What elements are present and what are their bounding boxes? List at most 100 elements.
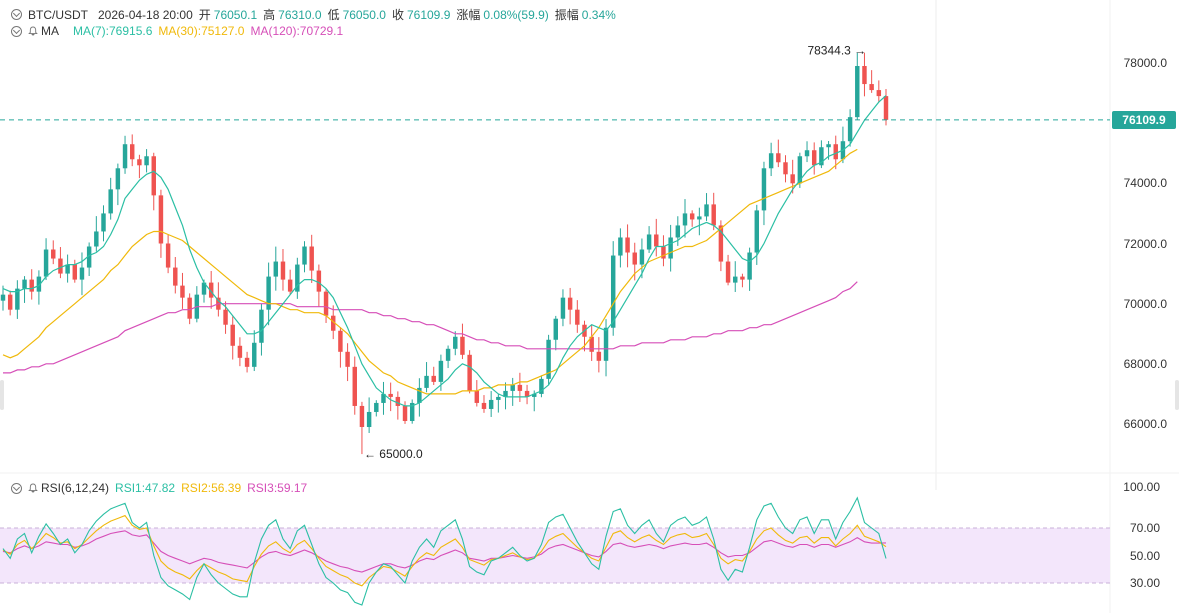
bell-icon[interactable]: [28, 26, 38, 36]
candle[interactable]: [510, 377, 515, 406]
collapse-icon[interactable]: [11, 9, 22, 20]
candle[interactable]: [524, 384, 530, 405]
candle[interactable]: [790, 159, 795, 194]
candle[interactable]: [783, 155, 788, 183]
candle[interactable]: [460, 323, 465, 360]
candle[interactable]: [869, 70, 874, 93]
candle[interactable]: [359, 401, 365, 455]
candle[interactable]: [546, 334, 551, 386]
candle[interactable]: [517, 372, 523, 402]
candle[interactable]: [309, 234, 314, 283]
candle[interactable]: [280, 249, 286, 291]
candle[interactable]: [29, 269, 34, 300]
candle[interactable]: [374, 400, 379, 417]
candle[interactable]: [589, 325, 594, 361]
candle[interactable]: [768, 142, 774, 177]
candle[interactable]: [424, 362, 429, 393]
candle[interactable]: [259, 303, 264, 356]
candle[interactable]: [488, 391, 494, 417]
candle[interactable]: [725, 254, 731, 286]
candle[interactable]: [862, 52, 867, 97]
candle[interactable]: [575, 300, 580, 333]
candle[interactable]: [704, 193, 709, 221]
candle[interactable]: [72, 259, 78, 283]
candle[interactable]: [194, 286, 200, 323]
candle[interactable]: [252, 330, 257, 372]
candle[interactable]: [733, 261, 738, 292]
candle[interactable]: [833, 135, 838, 170]
candle[interactable]: [230, 316, 235, 360]
candle[interactable]: [560, 289, 566, 327]
candle[interactable]: [395, 391, 401, 420]
candle[interactable]: [453, 331, 458, 356]
candle[interactable]: [316, 264, 322, 307]
candle[interactable]: [287, 269, 293, 295]
candle[interactable]: [503, 382, 508, 410]
candle[interactable]: [58, 247, 63, 279]
candle[interactable]: [345, 343, 350, 382]
candle[interactable]: [94, 216, 99, 252]
candle[interactable]: [273, 246, 279, 291]
candle[interactable]: [776, 139, 781, 168]
candle[interactable]: [402, 401, 408, 424]
candle[interactable]: [682, 199, 688, 238]
candle[interactable]: [388, 382, 393, 412]
candle[interactable]: [610, 241, 616, 336]
candle[interactable]: [122, 135, 128, 174]
candle[interactable]: [431, 366, 436, 385]
candle[interactable]: [36, 270, 42, 305]
candle[interactable]: [761, 161, 767, 226]
candle[interactable]: [668, 224, 673, 272]
candle[interactable]: [646, 226, 652, 253]
candle[interactable]: [417, 378, 422, 417]
candle[interactable]: [366, 397, 372, 433]
candle[interactable]: [180, 272, 185, 309]
right-scroll-handle[interactable]: [1175, 380, 1179, 410]
collapse-icon[interactable]: [11, 25, 22, 37]
candle[interactable]: [101, 205, 106, 242]
candle[interactable]: [409, 399, 415, 424]
candle[interactable]: [173, 256, 178, 294]
candle[interactable]: [819, 140, 824, 169]
candle[interactable]: [86, 242, 92, 276]
candle[interactable]: [158, 189, 164, 258]
candle[interactable]: [467, 350, 472, 394]
candle[interactable]: [237, 337, 243, 367]
candle[interactable]: [108, 177, 113, 220]
candle[interactable]: [847, 109, 853, 147]
candle[interactable]: [618, 228, 623, 268]
candle[interactable]: [553, 315, 558, 351]
candle[interactable]: [855, 52, 860, 120]
candle[interactable]: [876, 80, 882, 103]
candle[interactable]: [740, 273, 745, 288]
candle[interactable]: [811, 142, 817, 175]
candle[interactable]: [295, 257, 300, 299]
candle[interactable]: [481, 395, 487, 413]
candle[interactable]: [43, 238, 49, 281]
candle[interactable]: [352, 356, 357, 415]
candle[interactable]: [445, 345, 451, 369]
candle[interactable]: [747, 247, 752, 291]
candle[interactable]: [697, 207, 702, 236]
candle[interactable]: [539, 375, 544, 398]
left-scroll-handle[interactable]: [0, 380, 4, 410]
candle[interactable]: [711, 192, 716, 231]
candle[interactable]: [381, 381, 386, 415]
candle[interactable]: [639, 238, 645, 279]
candle[interactable]: [474, 380, 480, 407]
candle[interactable]: [496, 394, 501, 413]
candle[interactable]: [7, 290, 13, 316]
candle[interactable]: [15, 280, 20, 319]
candle[interactable]: [0, 285, 6, 311]
candle[interactable]: [596, 337, 602, 373]
candle[interactable]: [51, 240, 56, 265]
candle[interactable]: [883, 89, 889, 126]
candle[interactable]: [661, 235, 666, 267]
collapse-icon[interactable]: [11, 482, 22, 494]
candle[interactable]: [302, 241, 307, 273]
candle[interactable]: [804, 141, 810, 163]
candle[interactable]: [338, 327, 343, 368]
candle[interactable]: [79, 252, 85, 296]
candle[interactable]: [115, 163, 121, 206]
